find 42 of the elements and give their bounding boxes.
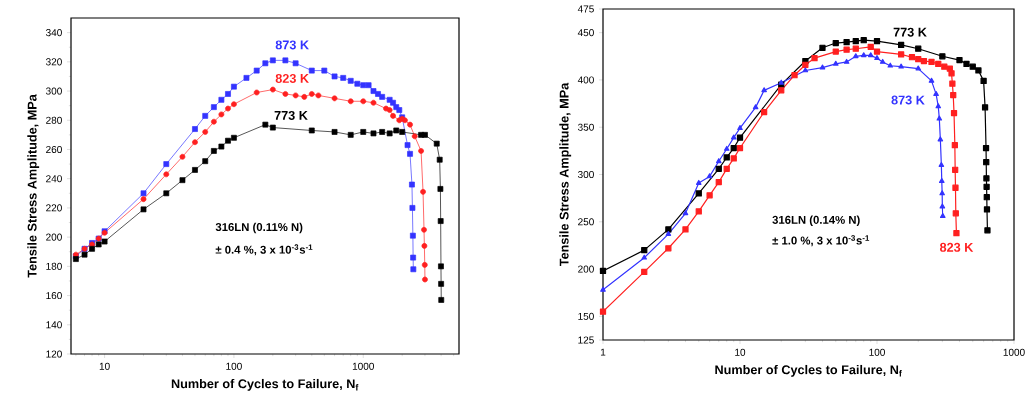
y-tick-label: 120 [46,350,62,358]
y-tick-label: 475 [577,5,594,13]
annotation: 316LN (0.14% N) [772,215,860,227]
y-tick-label: 240 [46,175,62,183]
x-tick-label: 100 [869,348,885,356]
series-label: 823 K [939,242,974,252]
series-label: 873 K [275,40,309,50]
x-tick-label: 10 [735,348,746,356]
y-tick-label: 320 [45,58,62,66]
y-tick-label: 280 [46,116,62,124]
y-tick-label: 250 [578,218,594,226]
x-tick-label: 10 [99,362,110,370]
y-axis-title: Tensile Stress Amplitude, MPa [27,94,40,278]
series-label: 773 K [893,27,927,37]
y-tick-label: 260 [46,145,62,154]
y-tick-label: 160 [46,292,62,300]
y-tick-label: 125 [578,336,594,344]
y-tick-label: 400 [577,76,594,84]
annotation: ± 1.0 %, 3 x 10$^{-3}$s$^{-1}$ [772,235,870,247]
y-tick-label: 220 [46,204,62,212]
y-tick-label: 350 [577,123,594,131]
x-tick-label: 1 [600,348,606,356]
y-tick-label: 200 [46,233,62,241]
y-tick-label: 150 [578,312,594,320]
annotation: ± 0.4 %, 3 x 10$^{-3}$s$^{-1}$ [215,244,313,256]
x-axis-title: Number of Cycles to Failure, N$_{f}$ [715,364,902,377]
x-axis-title: Number of Cycles to Failure, N$_{f}$ [171,378,359,391]
x-tick-label: 100 [226,362,242,370]
y-tick-label: 200 [578,265,594,273]
y-tick-label: 340 [45,29,62,37]
series-label: 873 K [891,95,925,105]
y-tick-label: 180 [46,262,62,270]
y-tick-label: 140 [46,321,62,329]
y-tick-label: 300 [45,87,62,95]
y-tick-label: 450 [577,29,594,37]
annotation: 316LN (0.11% N) [215,222,303,234]
x-tick-label: 1000 [352,362,374,370]
y-axis-title: Tensile Stress Amplitude, MPa [559,82,572,267]
series-label: 823 K [275,73,309,83]
x-tick-label: 1000 [1003,348,1025,356]
series-label: 773 K [274,110,308,120]
y-tick-label: 300 [577,170,594,179]
